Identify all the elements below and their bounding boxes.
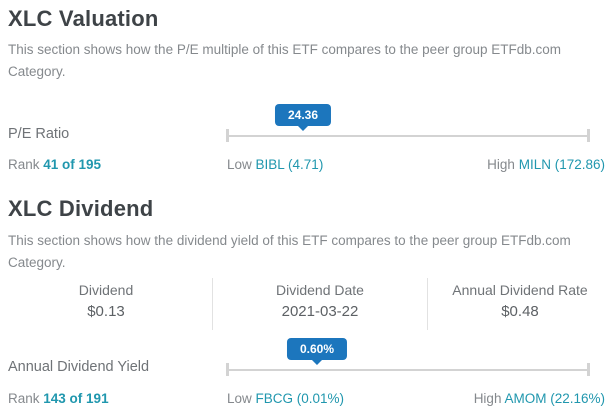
yield-low: Low FBCG (0.01%) <box>227 391 344 406</box>
pe-high-label: High <box>487 157 515 172</box>
valuation-description: This section shows how the P/E multiple … <box>8 42 561 79</box>
dividend-column: Dividend $0.13 <box>0 278 212 330</box>
dividend-summary-table: Dividend $0.13 Dividend Date 2021-03-22 … <box>0 278 612 330</box>
yield-rank-link[interactable]: 143 of 191 <box>43 391 109 406</box>
yield-rank-label: Rank <box>8 391 40 406</box>
pe-ratio-meta-row: Rank 41 of 195 Low BIBL (4.71) High MILN… <box>0 157 612 175</box>
pe-slider-tick-right <box>587 129 590 142</box>
pe-rank: Rank 41 of 195 <box>8 157 101 172</box>
dividend-description: This section shows how the dividend yiel… <box>8 233 571 270</box>
yield-slider-track <box>227 369 589 371</box>
yield-low-label: Low <box>227 391 252 406</box>
pe-rank-link[interactable]: 41 of 195 <box>43 157 102 172</box>
dividend-date-header: Dividend Date <box>276 282 364 298</box>
pe-rank-label: Rank <box>8 157 40 172</box>
valuation-section-title: XLC Valuation <box>8 6 159 31</box>
pe-low: Low BIBL (4.71) <box>227 157 323 172</box>
pe-high-ticker-link[interactable]: MILN (172.86) <box>518 157 605 172</box>
pe-high: High MILN (172.86) <box>487 157 605 172</box>
dividend-value: $0.13 <box>87 303 125 320</box>
dividend-date-column: Dividend Date 2021-03-22 <box>212 278 428 330</box>
annual-dividend-rate-value: $0.48 <box>501 303 539 320</box>
dividend-header: Dividend <box>78 282 134 298</box>
annual-dividend-rate-header: Annual Dividend Rate <box>452 282 588 298</box>
pe-low-ticker-link[interactable]: BIBL (4.71) <box>255 157 324 172</box>
yield-slider-tick-right <box>587 363 590 376</box>
yield-rank: Rank 143 of 191 <box>8 391 109 406</box>
yield-low-ticker-link[interactable]: FBCG (0.01%) <box>255 391 345 406</box>
yield-meta-row: Rank 143 of 191 Low FBCG (0.01%) High AM… <box>0 391 612 409</box>
yield-high-ticker-link[interactable]: AMOM (22.16%) <box>504 391 605 406</box>
dividend-section-title: XLC Dividend <box>8 196 154 221</box>
annual-dividend-yield-label: Annual Dividend Yield <box>8 359 150 375</box>
pe-slider-track <box>227 135 589 137</box>
yield-high: High AMOM (22.16%) <box>474 391 605 406</box>
pe-ratio-label: P/E Ratio <box>8 126 70 142</box>
annual-dividend-yield-value-badge: 0.60% <box>286 338 348 360</box>
yield-high-label: High <box>473 391 502 406</box>
pe-ratio-value-badge: 24.36 <box>274 104 332 126</box>
pe-low-label: Low <box>227 157 252 172</box>
annual-dividend-rate-column: Annual Dividend Rate $0.48 <box>428 278 612 330</box>
dividend-date-value: 2021-03-22 <box>281 303 359 320</box>
